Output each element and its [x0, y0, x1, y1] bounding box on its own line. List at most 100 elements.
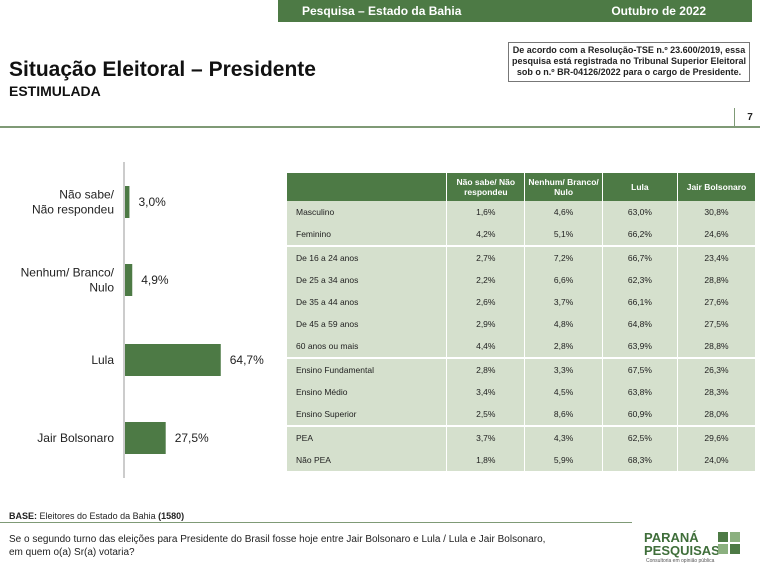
table-row: Masculino 1,6% 4,6% 63,0% 30,8% [287, 201, 755, 223]
table-cell: 63,0% [601, 201, 678, 223]
header-survey-label: Pesquisa – Estado da Bahia [302, 4, 462, 18]
tse-registration-notice: De acordo com a Resolução-TSE n.º 23.600… [508, 42, 750, 82]
logo-mark-icon [718, 532, 740, 554]
table-row: Feminino 4,2% 5,1% 66,2% 24,6% [287, 223, 755, 246]
header-bar: Pesquisa – Estado da Bahia Outubro de 20… [278, 0, 752, 22]
table-header-cell: Nenhum/ Branco/ Nulo [524, 173, 603, 201]
table-cell: 4,3% [524, 425, 603, 449]
table-cell: 2,8% [446, 357, 525, 381]
table-row: De 16 a 24 anos 2,7% 7,2% 66,7% 23,4% [287, 245, 755, 269]
table-cell: 26,3% [676, 357, 755, 381]
table-cell: 66,1% [601, 291, 678, 313]
base-text: Eleitores do Estado da Bahia [39, 511, 156, 521]
survey-question: Se o segundo turno das eleições para Pre… [9, 533, 545, 559]
table-row-label: Feminino [287, 223, 447, 246]
table-row-label: De 25 a 34 anos [287, 269, 447, 291]
chart-value-label: 27,5% [175, 431, 209, 445]
crosstab-table: Não sabe/ Não respondeu Nenhum/ Branco/ N… [287, 173, 755, 471]
table-cell: 67,5% [601, 357, 678, 381]
bar-chart: 3,0% Não sabe/Não respondeu 4,9% Nenhum/ Br… [21, 162, 264, 478]
chart-bar [125, 422, 166, 454]
table-cell: 3,3% [524, 357, 603, 381]
table-cell: 3,4% [446, 381, 525, 403]
table-cell: 68,3% [601, 449, 678, 471]
table-cell: 30,8% [676, 201, 755, 223]
logo-text-2: PESQUISAS [644, 543, 720, 558]
table-cell: 62,3% [601, 269, 678, 291]
table-row: 60 anos ou mais 4,4% 2,8% 63,9% 28,8% [287, 335, 755, 358]
page-title: Situação Eleitoral – Presidente [9, 58, 316, 81]
table-cell: 28,8% [676, 335, 755, 358]
table-row: De 45 a 59 anos 2,9% 4,8% 64,8% 27,5% [287, 313, 755, 335]
base-label: BASE: [9, 511, 38, 521]
table-cell: 2,8% [524, 335, 603, 358]
header-divider [0, 126, 760, 128]
table-cell: 63,9% [601, 335, 678, 358]
chart-category-label: Não respondeu [32, 203, 114, 217]
table-header-corner [287, 173, 447, 201]
table-cell: 7,2% [524, 245, 603, 269]
table-cell: 27,5% [676, 313, 755, 335]
table-row: Ensino Superior 2,5% 8,6% 60,9% 28,0% [287, 403, 755, 426]
table-cell: 66,2% [601, 223, 678, 246]
table-cell: 4,4% [446, 335, 525, 358]
table-cell: 2,5% [446, 403, 525, 426]
table-cell: 3,7% [524, 291, 603, 313]
table-row-label: 60 anos ou mais [287, 335, 447, 358]
table-cell: 3,7% [446, 425, 525, 449]
table-header-cell: Jair Bolsonaro [676, 173, 755, 201]
chart-bar [125, 186, 130, 218]
question-line-2: em quem o(a) Sr(a) votaria? [9, 547, 135, 558]
table-row-label: Masculino [287, 201, 447, 223]
table-row: PEA 3,7% 4,3% 62,5% 29,6% [287, 425, 755, 449]
chart-bar [125, 344, 221, 376]
base-note: BASE: Eleitores do Estado da Bahia (1580… [9, 511, 184, 521]
notice-line-3: sob o n.º BR-04126/2022 para o cargo de … [516, 67, 742, 77]
table-header-row: Não sabe/ Não respondeu Nenhum/ Branco/ N… [287, 173, 755, 201]
chart-value-label: 64,7% [230, 353, 264, 367]
table-cell: 62,5% [601, 425, 678, 449]
table-cell: 28,3% [676, 381, 755, 403]
chart-bar [125, 264, 133, 296]
table-row: Ensino Fundamental 2,8% 3,3% 67,5% 26,3% [287, 357, 755, 381]
table-row-label: De 45 a 59 anos [287, 313, 447, 335]
question-line-1: Se o segundo turno das eleições para Pre… [9, 534, 546, 545]
table-header-cell: Não sabe/ Não respondeu [446, 173, 525, 201]
table-row: De 25 a 34 anos 2,2% 6,6% 62,3% 28,8% [287, 269, 755, 291]
chart-category-label: Jair Bolsonaro [37, 431, 114, 445]
table-cell: 4,2% [446, 223, 525, 246]
base-count: (1580) [158, 511, 185, 521]
table-cell: 27,6% [676, 291, 755, 313]
table-cell: 1,6% [446, 201, 525, 223]
table-cell: 5,1% [524, 223, 603, 246]
table-cell: 2,6% [446, 291, 525, 313]
table-cell: 5,9% [524, 449, 603, 471]
chart-category-label: Nulo [89, 281, 114, 295]
footer-divider [0, 522, 632, 523]
table-row-label: PEA [287, 425, 447, 449]
table-cell: 24,0% [676, 449, 755, 471]
table-row: Não PEA 1,8% 5,9% 68,3% 24,0% [287, 449, 755, 471]
logo-text-1: PARANÁ [644, 530, 699, 545]
table-cell: 8,6% [524, 403, 603, 426]
table-cell: 63,8% [601, 381, 678, 403]
table-row-label: Ensino Fundamental [287, 357, 447, 381]
table-cell: 2,7% [446, 245, 525, 269]
table-row-label: De 16 a 24 anos [287, 245, 447, 269]
table-cell: 28,0% [676, 403, 755, 426]
chart-value-label: 3,0% [138, 195, 166, 209]
table-cell: 6,6% [524, 269, 603, 291]
table-row-label: Ensino Médio [287, 381, 447, 403]
chart-category-label: Não sabe/ [59, 188, 114, 202]
table-cell: 66,7% [601, 245, 678, 269]
table-cell: 2,2% [446, 269, 525, 291]
logo-tagline: Consultoria em opinião pública [646, 558, 715, 564]
notice-line-2: pesquisa está registrada no Tribunal Sup… [511, 56, 747, 66]
table-cell: 23,4% [676, 245, 755, 269]
notice-line-1: De acordo com a Resolução-TSE n.º 23.600… [512, 45, 746, 55]
table-cell: 2,9% [446, 313, 525, 335]
table-cell: 64,8% [601, 313, 678, 335]
table-row-label: Não PEA [287, 449, 447, 471]
parana-pesquisas-logo: PARANÁ PESQUISAS Consultoria em opinião … [642, 530, 752, 566]
page-subtitle: ESTIMULADA [9, 83, 101, 99]
